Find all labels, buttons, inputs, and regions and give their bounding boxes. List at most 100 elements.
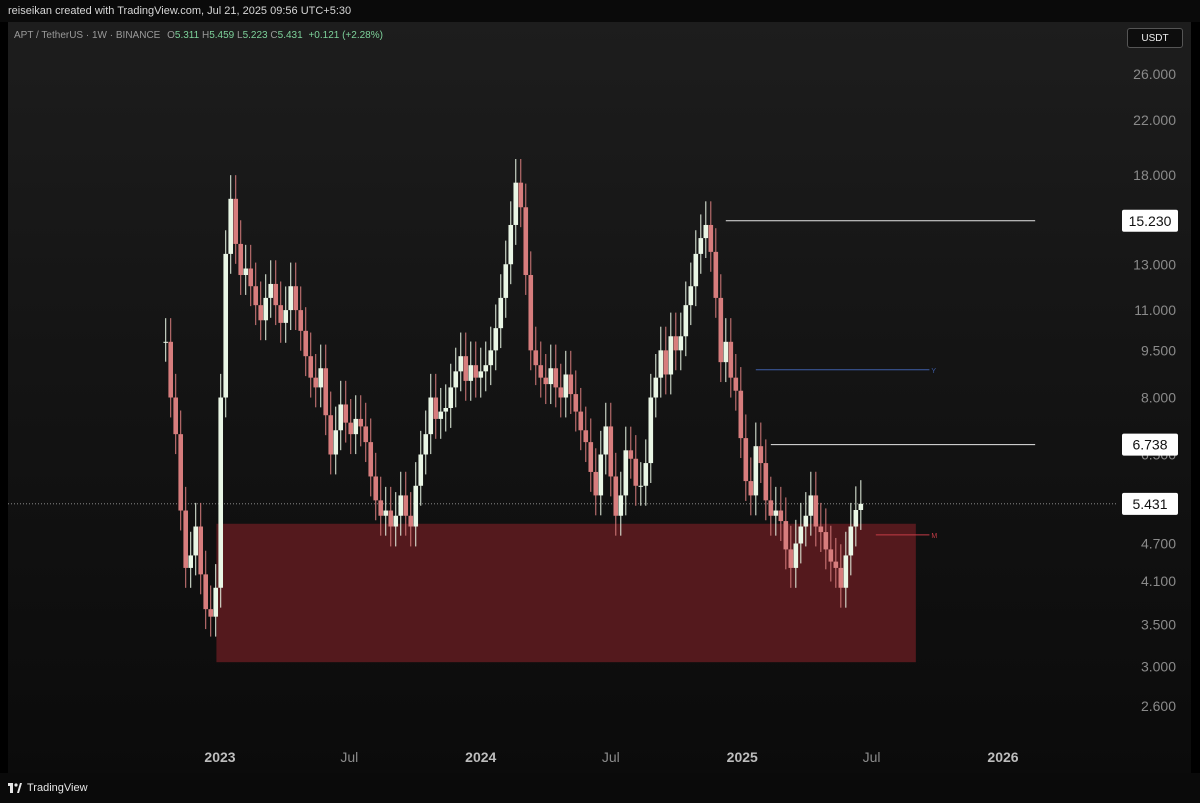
price-chart[interactable]: Y M 26.000 22.000 18.000 13.000 11.000 9.500 8.0… — [8, 22, 1191, 773]
candle-body — [503, 264, 509, 298]
candle-body — [233, 198, 239, 244]
y-tick-label: 4.100 — [1141, 573, 1176, 589]
candle-body — [373, 476, 379, 501]
candle-body — [438, 411, 444, 419]
candle-body — [748, 481, 754, 496]
candle-body — [858, 503, 864, 511]
candle-body — [778, 510, 784, 522]
candle-body — [298, 310, 304, 331]
tradingview-brand: TradingView — [27, 782, 88, 794]
candle-body — [253, 286, 259, 306]
currency-selector[interactable]: USDT — [1127, 28, 1183, 48]
candle-body — [803, 515, 809, 527]
price-label: 6.738 — [1132, 437, 1167, 453]
candle-body — [618, 495, 624, 516]
candle-body — [508, 224, 514, 265]
candle-body — [568, 374, 574, 395]
candle-body — [528, 275, 534, 351]
candle-body — [418, 454, 424, 486]
close-label: C — [270, 30, 278, 41]
candle-body — [458, 356, 464, 372]
candle-body — [758, 446, 764, 464]
candle-body — [603, 426, 609, 455]
candle-body — [453, 371, 459, 388]
candle-body — [283, 310, 289, 323]
ohlc-legend: APT / TetherUS · 1W · BINANCE O5.311 H5.… — [14, 30, 383, 41]
chart-panel[interactable]: Y M 26.000 22.000 18.000 13.000 11.000 9.500 8.0… — [8, 22, 1191, 773]
x-tick-label: Jul — [602, 749, 620, 765]
candle-body — [188, 555, 194, 568]
y-tick-label: 2.600 — [1141, 698, 1176, 714]
candle-body — [678, 336, 684, 351]
candle-body — [823, 532, 829, 550]
candle-body — [843, 555, 849, 588]
candle-body — [808, 495, 814, 516]
candle-body — [173, 397, 179, 435]
level-line-label-1: Y — [931, 368, 936, 375]
candle-body — [688, 286, 694, 306]
x-tick-label: 2026 — [987, 749, 1018, 765]
candle-body — [198, 526, 204, 575]
y-tick-label: 9.500 — [1141, 342, 1176, 358]
candle-body — [788, 549, 794, 568]
candle-body — [738, 390, 744, 439]
candle-body — [413, 485, 419, 527]
candle-body — [633, 458, 639, 486]
candle-body — [673, 336, 679, 351]
candle-body — [243, 268, 249, 276]
candle-body — [168, 341, 174, 398]
candle-body — [383, 510, 389, 516]
candle-body — [838, 567, 844, 588]
candle-body — [203, 574, 209, 610]
candle-body — [248, 268, 254, 287]
candle-body — [378, 500, 384, 516]
candle-body — [318, 368, 324, 388]
candle-body — [498, 297, 504, 329]
candle-body — [423, 434, 429, 455]
candle-body — [658, 350, 664, 378]
attribution-bar: reiseikan created with TradingView.com, … — [0, 0, 1200, 22]
y-tick-label: 4.700 — [1141, 535, 1176, 551]
open-value: 5.311 — [174, 30, 200, 41]
open-label: O — [167, 30, 175, 41]
candle-body — [553, 368, 559, 388]
change-value: +0.121 (+2.28%) — [308, 30, 383, 41]
candle-body — [518, 182, 524, 208]
candle-body — [623, 450, 629, 496]
candle-body — [183, 510, 189, 568]
candle-body — [643, 463, 649, 486]
level-line-label-3: M — [931, 533, 937, 540]
candle-body — [428, 397, 434, 435]
candle-body — [303, 330, 309, 357]
candle-body — [723, 341, 729, 363]
y-tick-label: 3.000 — [1141, 659, 1176, 675]
candle-body — [583, 430, 589, 443]
candle-body — [668, 336, 674, 375]
candle-body — [468, 365, 474, 381]
candle-body — [648, 397, 654, 464]
candle-body — [768, 500, 774, 516]
price-label-box — [1122, 492, 1178, 515]
x-tick-label: 2023 — [204, 749, 235, 765]
candle-body — [263, 297, 269, 321]
price-label: 15.230 — [1129, 213, 1172, 229]
candle-body — [743, 438, 749, 482]
candle-body — [218, 397, 224, 588]
candle-body — [193, 526, 199, 556]
candle-body — [463, 356, 469, 381]
candle-body — [578, 411, 584, 431]
candle-body — [713, 251, 719, 298]
candle-body — [488, 350, 494, 366]
candle-body — [313, 377, 319, 388]
candle-body — [293, 286, 299, 311]
candle-body — [728, 341, 734, 378]
candle-body — [448, 387, 454, 409]
candle-body — [693, 253, 699, 287]
candle-body — [588, 442, 594, 472]
candle-body — [698, 238, 704, 254]
candle-body — [613, 476, 619, 516]
tradingview-logo[interactable]: TradingView — [8, 782, 88, 794]
low-value: 5.223 — [242, 30, 268, 41]
high-label: H — [201, 30, 210, 41]
x-tick-label: 2024 — [465, 749, 496, 765]
